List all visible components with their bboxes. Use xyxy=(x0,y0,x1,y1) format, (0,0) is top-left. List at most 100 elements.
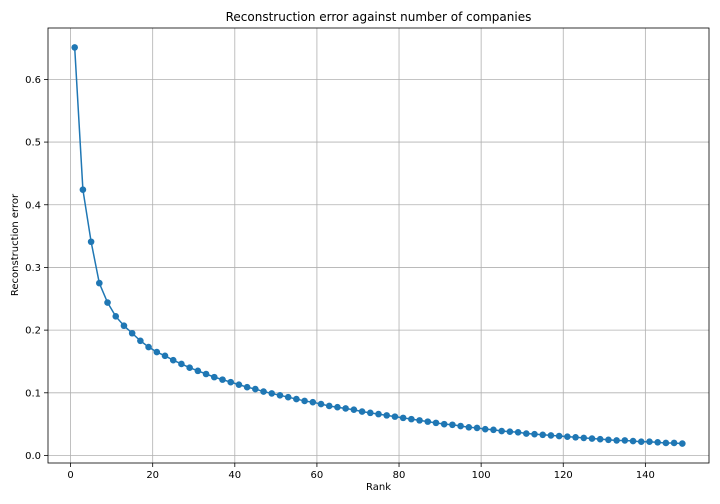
data-point xyxy=(375,410,382,418)
data-point xyxy=(564,433,571,440)
data-point xyxy=(596,435,604,443)
data-point xyxy=(317,400,325,408)
data-point xyxy=(637,438,645,445)
data-point xyxy=(547,432,555,439)
x-tick-label: 100 xyxy=(472,470,491,481)
x-tick-label: 20 xyxy=(146,470,159,481)
series-layer xyxy=(71,44,686,447)
data-point xyxy=(662,439,670,447)
data-point xyxy=(301,397,308,405)
data-point xyxy=(424,418,432,425)
data-point xyxy=(391,413,399,420)
data-point xyxy=(654,439,661,446)
data-point xyxy=(145,343,152,351)
x-tick-label: 80 xyxy=(393,470,406,481)
y-tick-label: 0.1 xyxy=(25,388,41,399)
data-point xyxy=(186,364,193,372)
data-point xyxy=(646,438,653,445)
data-point xyxy=(416,417,423,424)
data-point xyxy=(481,425,489,433)
data-point xyxy=(473,424,481,432)
data-point xyxy=(588,435,596,442)
data-point xyxy=(350,406,358,414)
data-point xyxy=(358,408,366,415)
data-point xyxy=(235,381,243,388)
data-point xyxy=(284,393,292,401)
data-point xyxy=(506,428,514,435)
plot-frame xyxy=(47,27,710,464)
data-point xyxy=(202,370,210,378)
data-point xyxy=(555,432,563,440)
y-tick-label: 0.5 xyxy=(25,138,41,149)
data-point xyxy=(120,322,128,330)
data-point xyxy=(227,378,234,386)
x-tick-label: 60 xyxy=(311,470,324,481)
data-point xyxy=(153,348,161,356)
data-point xyxy=(169,356,177,364)
axes xyxy=(47,27,710,464)
data-point xyxy=(194,367,202,375)
data-point xyxy=(112,313,120,320)
ticks: 0 20 40 60 80 100 120 140 0.0 0.1 0.2 0.3 0.4 0.5 0.6 xyxy=(25,75,655,481)
data-point xyxy=(679,440,686,447)
data-point xyxy=(605,436,612,444)
data-point xyxy=(293,395,300,403)
data-point xyxy=(465,423,473,431)
data-point xyxy=(161,352,169,360)
data-point xyxy=(580,434,588,442)
y-tick-label: 0.2 xyxy=(25,326,41,337)
data-point xyxy=(449,421,456,429)
y-tick-label: 0.6 xyxy=(25,75,41,86)
data-point xyxy=(531,430,538,438)
data-point xyxy=(137,337,144,345)
data-point xyxy=(210,373,218,381)
data-point xyxy=(79,186,87,194)
chart-title: Reconstruction error against number of c… xyxy=(226,10,532,24)
data-point xyxy=(104,299,111,306)
y-tick-label: 0.3 xyxy=(25,263,41,274)
data-point xyxy=(71,44,78,51)
data-point xyxy=(243,383,251,391)
x-axis-label: Rank xyxy=(366,482,391,493)
data-point xyxy=(334,403,341,411)
data-point xyxy=(178,360,185,368)
data-point xyxy=(613,437,620,444)
data-point xyxy=(399,414,407,422)
data-point xyxy=(408,415,415,423)
data-point xyxy=(539,431,547,439)
data-point xyxy=(325,402,333,410)
x-tick-label: 120 xyxy=(554,470,573,481)
data-point xyxy=(572,434,579,441)
data-point xyxy=(498,427,505,435)
data-point xyxy=(87,238,95,246)
y-tick-label: 0.4 xyxy=(25,200,41,211)
y-axis-label: Reconstruction error xyxy=(10,193,21,296)
x-tick-label: 140 xyxy=(636,470,655,481)
data-point xyxy=(383,412,391,419)
data-point xyxy=(96,279,103,287)
data-point xyxy=(309,398,317,406)
data-point xyxy=(629,437,637,445)
data-point xyxy=(440,420,448,428)
data-point xyxy=(523,430,530,437)
data-point xyxy=(490,426,497,434)
data-point xyxy=(432,419,440,427)
data-point xyxy=(128,329,136,337)
data-point xyxy=(276,392,284,399)
x-tick-label: 40 xyxy=(228,470,241,481)
data-point xyxy=(268,390,276,397)
data-point xyxy=(670,439,678,447)
x-tick-label: 0 xyxy=(67,470,73,481)
data-point xyxy=(366,409,374,417)
grid-lines xyxy=(48,28,709,463)
y-tick-label: 0.0 xyxy=(25,451,41,462)
data-point xyxy=(260,388,267,395)
data-point xyxy=(342,405,349,412)
data-point xyxy=(219,376,226,383)
data-point xyxy=(252,385,259,393)
data-point xyxy=(621,437,629,444)
data-point xyxy=(514,428,522,436)
data-point xyxy=(457,422,464,430)
